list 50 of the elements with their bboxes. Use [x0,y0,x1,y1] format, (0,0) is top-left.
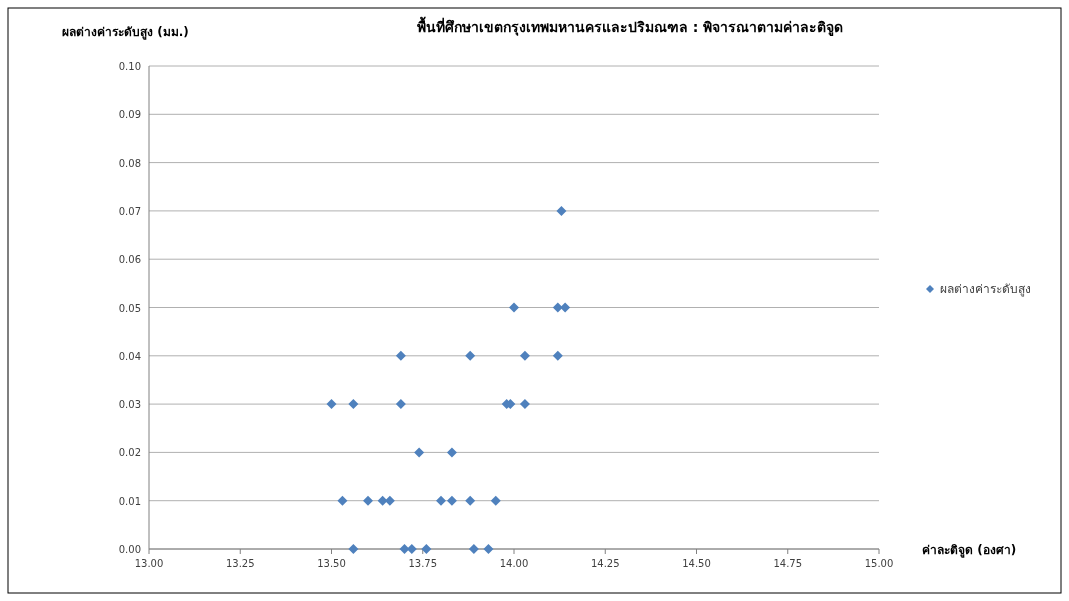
point [446,495,457,506]
x-tick-label: 14.50 [682,558,711,569]
y-tick-label: 0.09 [118,109,141,121]
point [414,447,425,458]
point [348,544,359,554]
legend-label: ผลต่างค่าระดับสูง [940,282,1031,297]
x-axis-title: ค่าละติจูด (องศา) [922,543,1017,558]
y-tick-label: 0.04 [118,350,141,362]
point [490,495,501,506]
point [468,544,479,554]
point [395,350,406,361]
x-tick-label: 14.25 [590,558,620,569]
point [377,495,388,506]
point [399,544,410,554]
point [326,399,337,410]
y-axis-title: ผลต่างค่าระดับสูง (มม.) [62,25,189,40]
point [519,350,530,361]
x-tick-label: 13.00 [134,558,164,569]
point [421,544,432,554]
y-tick-label: 0.02 [118,447,141,459]
point [436,495,446,506]
point [483,544,494,554]
x-tick-label: 15.00 [864,558,894,569]
y-tick-label: 0.08 [118,157,141,169]
x-tick-label: 13.50 [317,558,346,569]
point [348,399,359,410]
point [509,302,519,313]
point [363,495,373,506]
y-tick-label: 0.06 [118,254,141,266]
point [446,447,457,458]
y-tick-label: 0.05 [118,302,141,314]
point [556,205,567,216]
x-tick-label: 13.75 [408,558,438,569]
point [552,302,563,313]
chart-title: พื้นที่ศึกษาเขตกรุงเทพมหานครและปริมณฑล : พิจารณาตามค่าละติจูด [416,16,844,36]
point [465,495,476,506]
y-tick-label: 0.00 [118,544,141,555]
y-tick-label: 0.03 [118,399,141,411]
x-tick-label: 14.00 [499,558,529,569]
x-tick-label: 14.75 [773,558,803,569]
point [337,495,348,506]
y-tick-label: 0.07 [118,205,141,217]
point [465,350,476,361]
point [519,399,530,410]
y-tick-label: 0.10 [118,61,141,72]
point [560,302,571,313]
y-tick-label: 0.01 [118,495,141,507]
x-tick-label: 13.25 [225,558,255,569]
point [552,350,563,361]
point [395,399,406,410]
